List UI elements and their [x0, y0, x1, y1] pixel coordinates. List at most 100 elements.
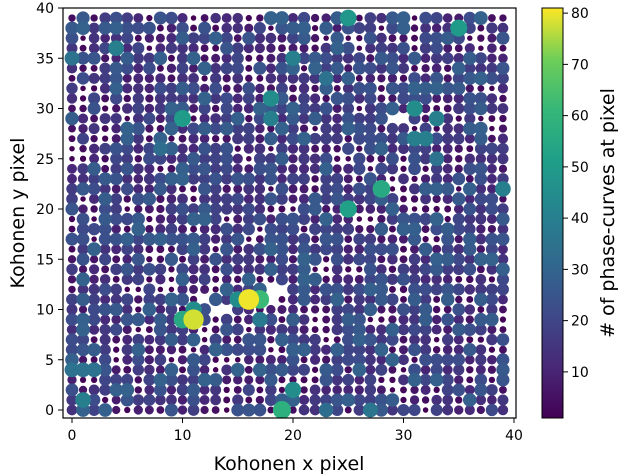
data-point — [242, 82, 256, 95]
data-point — [165, 42, 178, 54]
data-point — [309, 223, 322, 236]
data-point — [178, 134, 187, 143]
data-point — [321, 144, 331, 154]
data-point — [76, 232, 90, 246]
data-point — [286, 111, 300, 126]
data-point — [465, 84, 474, 93]
data-point — [187, 374, 200, 386]
data-point — [123, 225, 131, 233]
data-point — [212, 275, 220, 283]
data-point — [497, 142, 509, 155]
data-point — [342, 373, 355, 386]
data-point — [387, 254, 398, 265]
data-point — [297, 262, 311, 277]
data-point — [309, 132, 321, 145]
data-point — [157, 286, 164, 293]
data-point — [309, 344, 321, 356]
data-point — [164, 101, 179, 116]
data-point — [100, 314, 111, 325]
data-point — [441, 333, 454, 346]
data-point — [78, 355, 88, 364]
data-point — [420, 153, 432, 165]
data-point — [88, 32, 100, 44]
data-point — [475, 323, 487, 336]
data-point — [453, 344, 464, 355]
data-point — [190, 185, 197, 193]
data-point — [364, 253, 377, 266]
colorbar-tick-label: 60 — [571, 109, 589, 125]
data-point — [496, 283, 510, 296]
data-point — [110, 373, 123, 386]
data-point — [245, 114, 253, 123]
data-point — [330, 31, 344, 45]
data-point — [233, 375, 243, 385]
data-point — [488, 346, 496, 353]
data-point — [122, 173, 133, 185]
data-point — [133, 183, 144, 194]
data-point — [364, 122, 377, 135]
data-point — [430, 404, 443, 416]
data-point — [486, 22, 498, 34]
data-point — [120, 232, 135, 246]
data-point — [231, 232, 245, 246]
data-point — [187, 363, 200, 377]
data-point — [366, 154, 375, 163]
data-point — [441, 81, 455, 95]
data-point — [498, 124, 508, 133]
data-point — [134, 295, 143, 304]
data-point — [109, 81, 124, 96]
data-point — [332, 204, 343, 214]
data-point — [418, 182, 433, 196]
data-point — [331, 133, 343, 145]
data-point — [378, 25, 385, 31]
data-point — [187, 404, 200, 416]
data-point — [199, 344, 210, 355]
data-point — [344, 64, 353, 73]
data-point — [243, 43, 254, 54]
data-point — [428, 110, 445, 127]
data-point — [76, 51, 90, 65]
data-point — [386, 51, 399, 65]
data-point — [420, 103, 431, 114]
data-point — [396, 132, 411, 146]
data-point — [286, 101, 300, 116]
data-point — [175, 292, 190, 307]
data-point — [463, 121, 477, 136]
data-point — [463, 242, 477, 256]
data-point — [462, 393, 477, 407]
data-point — [330, 393, 344, 407]
data-point — [78, 204, 88, 214]
data-point — [485, 232, 499, 246]
data-point — [209, 333, 222, 346]
data-point — [244, 365, 253, 374]
data-point — [288, 194, 298, 204]
data-point — [452, 172, 466, 186]
data-point — [474, 142, 487, 155]
data-point — [123, 94, 131, 103]
data-point — [88, 92, 101, 105]
data-point — [198, 172, 211, 185]
data-point — [88, 283, 100, 295]
data-point — [475, 344, 487, 356]
data-point — [145, 124, 154, 133]
data-point — [308, 192, 322, 206]
data-point — [143, 373, 156, 386]
data-point — [197, 372, 212, 387]
data-point — [242, 202, 255, 216]
data-point — [289, 84, 297, 93]
data-point — [275, 212, 289, 226]
data-point — [288, 244, 298, 255]
data-point — [231, 323, 244, 336]
data-point — [90, 114, 99, 123]
data-point — [453, 132, 465, 145]
data-point — [220, 193, 233, 205]
data-point — [176, 243, 189, 256]
data-point — [209, 122, 222, 135]
data-point — [134, 155, 142, 163]
data-point — [440, 252, 455, 266]
data-point — [485, 71, 499, 85]
data-point — [430, 71, 444, 85]
data-point — [76, 212, 90, 226]
data-point — [475, 364, 486, 375]
data-point — [144, 204, 154, 214]
